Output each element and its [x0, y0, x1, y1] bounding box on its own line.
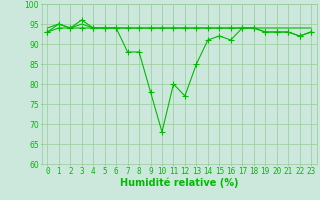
X-axis label: Humidité relative (%): Humidité relative (%)	[120, 177, 238, 188]
